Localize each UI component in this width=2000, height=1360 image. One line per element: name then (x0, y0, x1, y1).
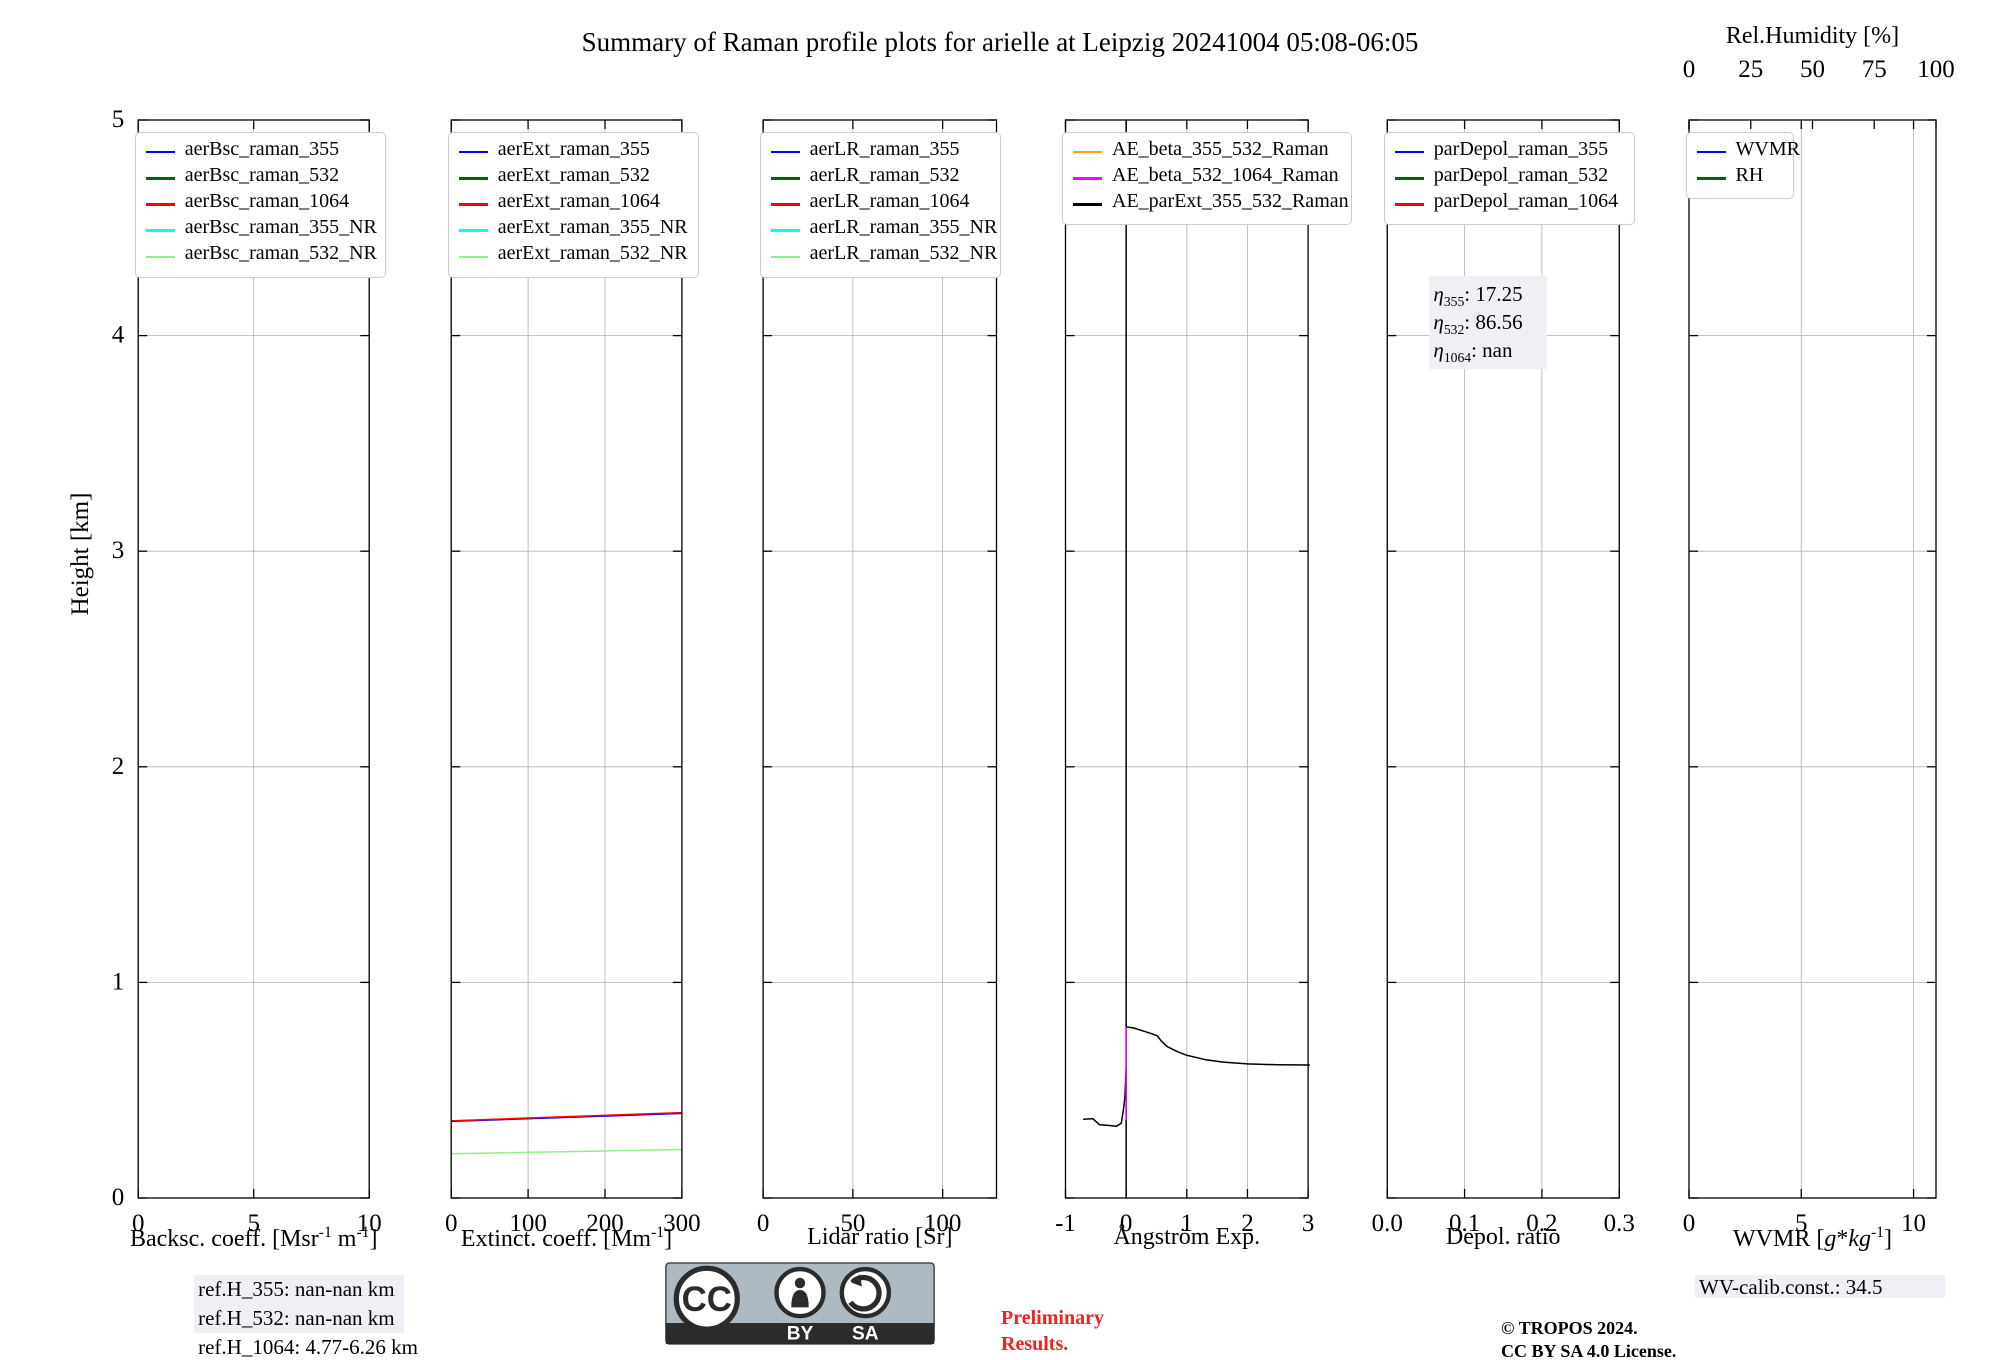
svg-text:3: 3 (112, 537, 125, 564)
svg-text:SA: SA (852, 1324, 879, 1345)
svg-text:4: 4 (112, 322, 125, 349)
svg-text:BY: BY (787, 1324, 814, 1345)
svg-text:1: 1 (112, 968, 125, 995)
svg-text:0: 0 (1683, 56, 1696, 83)
svg-text:50: 50 (1800, 56, 1825, 83)
svg-text:5: 5 (112, 106, 125, 133)
svg-text:25: 25 (1738, 56, 1763, 83)
svg-text:0: 0 (112, 1184, 125, 1211)
svg-text:75: 75 (1862, 56, 1887, 83)
svg-text:2: 2 (112, 753, 125, 780)
svg-text:100: 100 (1917, 56, 1955, 83)
svg-text:CC: CC (682, 1280, 732, 1319)
